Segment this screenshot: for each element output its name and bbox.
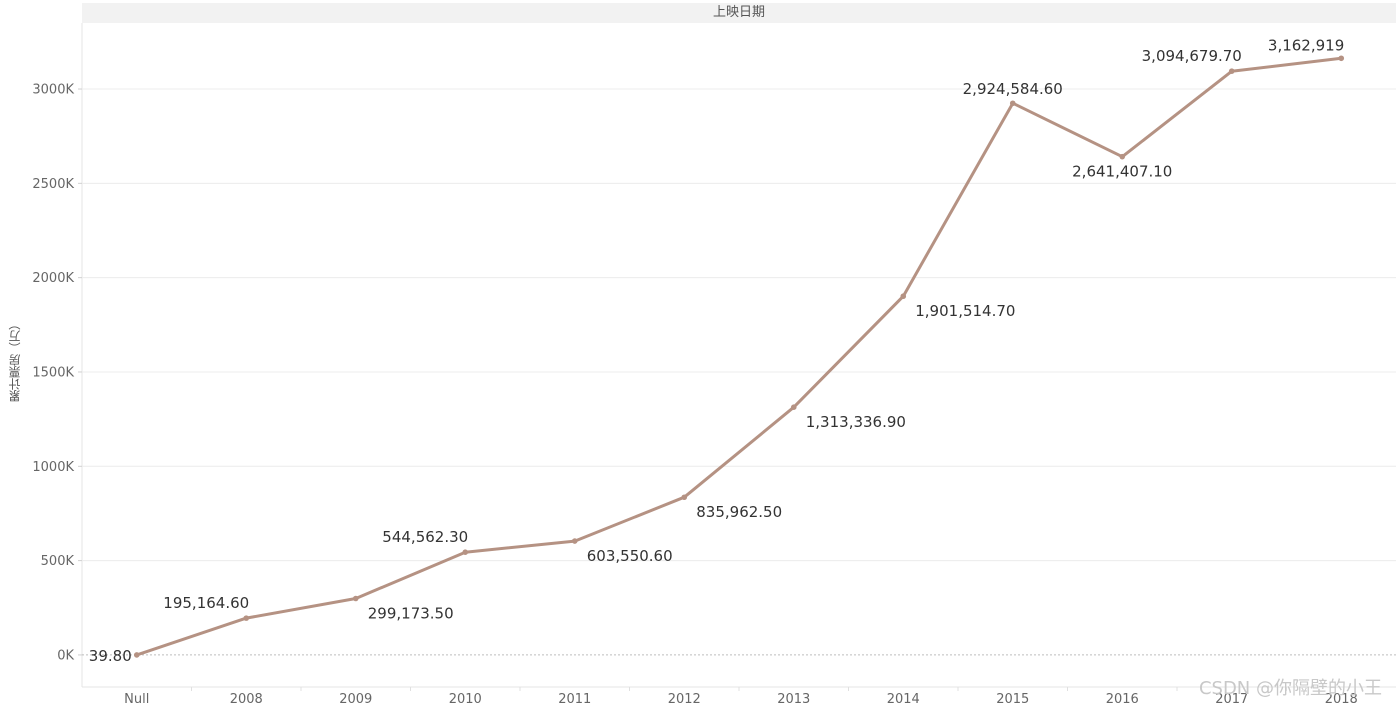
data-point <box>462 549 469 556</box>
x-tick-label: 2011 <box>558 692 591 704</box>
y-tick-label: 2000K <box>32 271 74 286</box>
x-tick-label: Null <box>124 692 149 704</box>
x-tick-label: 2018 <box>1325 692 1358 704</box>
data-label: 2,924,584.60 <box>963 80 1063 98</box>
data-label: 299,173.50 <box>368 604 454 622</box>
data-point <box>352 595 359 602</box>
data-label: 2,641,407.10 <box>1072 163 1172 181</box>
data-point <box>133 652 140 658</box>
data-point <box>1338 55 1345 62</box>
data-label: 603,550.60 <box>587 547 673 565</box>
column-header: 上映日期 <box>82 3 1396 23</box>
y-tick-label: 3000K <box>32 83 74 98</box>
data-point <box>1119 153 1126 160</box>
y-tick-label: 1000K <box>32 460 74 475</box>
y-tick-label: 2500K <box>32 177 74 192</box>
watermark: CSDN @你隔壁的小王 <box>1198 678 1382 699</box>
x-tick-label: 2008 <box>230 692 263 704</box>
data-point <box>681 494 688 501</box>
x-tick-label: 2015 <box>996 692 1029 704</box>
y-tick-label: 1500K <box>32 365 74 380</box>
data-point <box>571 538 578 544</box>
data-label: 1,313,336.90 <box>806 413 906 431</box>
data-label: 3,094,679.70 <box>1142 47 1242 65</box>
data-point <box>790 404 797 410</box>
data-label: 1,901,514.70 <box>915 302 1015 320</box>
x-tick-label: 2012 <box>668 692 701 704</box>
series-line <box>135 56 1343 657</box>
data-point <box>900 293 907 300</box>
x-tick-label: 2010 <box>449 692 482 704</box>
data-label: 39.80 <box>89 647 132 665</box>
x-tick-label: 2009 <box>339 692 372 704</box>
x-tick-label: 2017 <box>1215 692 1248 704</box>
data-label: 3,162,919 <box>1268 36 1344 54</box>
data-point <box>243 615 250 621</box>
y-tick-label: 500K <box>41 554 75 569</box>
data-label: 544,562.30 <box>382 528 468 546</box>
x-tick-label: 2013 <box>777 692 810 704</box>
data-point <box>1009 100 1016 107</box>
data-point <box>1228 68 1235 74</box>
y-tick-label: 0K <box>57 648 74 663</box>
x-tick-label: 2014 <box>887 692 920 704</box>
data-label: 195,164.60 <box>163 594 249 612</box>
x-tick-label: 2016 <box>1106 692 1139 704</box>
data-label: 835,962.50 <box>696 503 782 521</box>
